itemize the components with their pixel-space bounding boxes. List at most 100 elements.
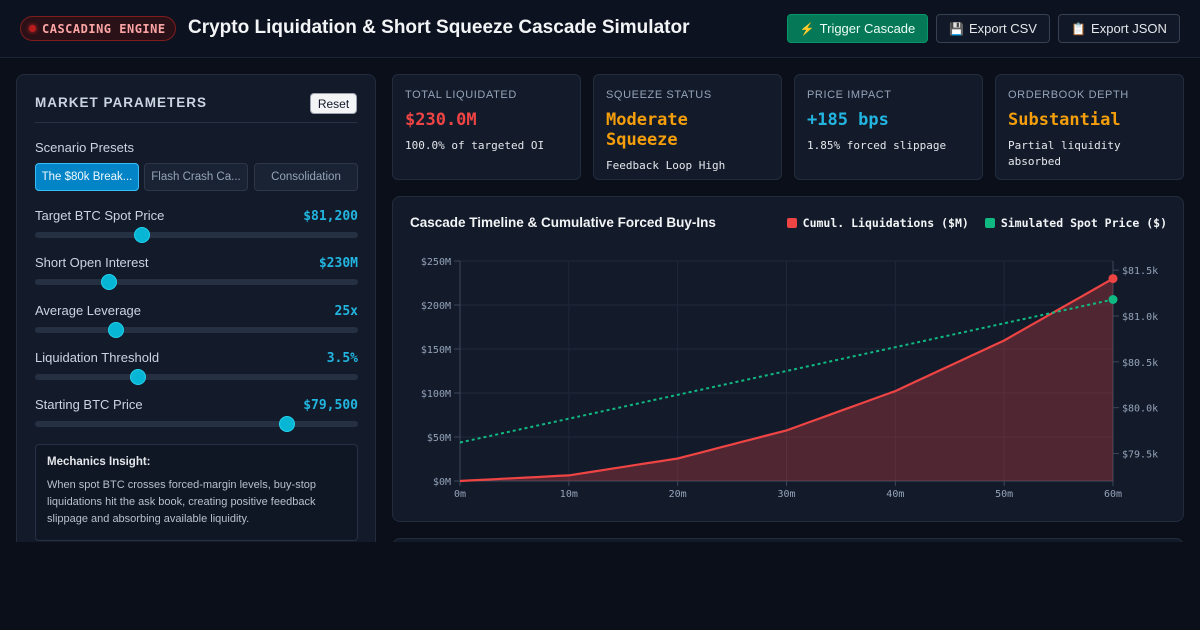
chart-legend: Cumul. Liquidations ($M) Simulated Spot … (771, 216, 1167, 230)
engine-badge: CASCADING ENGINE (20, 16, 176, 41)
slider-track[interactable] (35, 279, 358, 285)
y-left-tick-label: $150M (421, 345, 451, 356)
lightning-icon: ⚡ (799, 21, 815, 36)
liquidations-line (459, 277, 1114, 483)
preset-consolidation[interactable]: Consolidation (254, 163, 358, 191)
liquidations-area (460, 278, 1113, 481)
param-label: Short Open Interest (35, 255, 149, 270)
y-left-tick-label: $0M (433, 477, 451, 488)
slider-track[interactable] (35, 327, 358, 333)
cascade-chart: $0M $50M $100M $150M $200M $250M $79.5k $80.0k $… (421, 257, 1158, 500)
param-value: 3.5% (326, 351, 358, 366)
chart-title: Cascade Timeline & Cumulative Forced Buy… (410, 215, 716, 230)
divider (35, 122, 357, 123)
market-parameters-panel: MARKET PARAMETERS Reset Scenario Presets… (16, 74, 376, 554)
x-tick-label: 0m (454, 489, 466, 500)
legend-label: Simulated Spot Price ($) (1000, 216, 1167, 230)
param-value: $81,200 (303, 209, 358, 224)
y-right-tick-label: $80.0k (1122, 404, 1158, 415)
card-orderbook-depth: ORDERBOOK DEPTH Substantial Partial liqu… (995, 74, 1184, 180)
cascade-chart-card: $0M $50M $100M $150M $200M $250M $79.5k $80.0k $… (392, 196, 1184, 522)
param-target-spot-price: Target BTC Spot Price $81,200 (35, 208, 358, 244)
card-subtext: Feedback Loop High (606, 159, 726, 172)
reset-button[interactable]: Reset (310, 93, 357, 114)
param-label: Average Leverage (35, 303, 142, 318)
slider-thumb[interactable] (107, 322, 124, 338)
y-right-tick-label: $81.5k (1122, 266, 1158, 277)
x-tick-label: 50m (995, 489, 1013, 500)
mechanics-insight-box: Mechanics Insight: When spot BTC crosses… (35, 444, 358, 541)
param-value: $230M (318, 256, 358, 271)
legend-label: Cumul. Liquidations ($M) (802, 216, 969, 230)
card-total-liquidated: TOTAL LIQUIDATED $230.0M 100.0% of targe… (392, 74, 581, 180)
card-value: Substantial (1008, 110, 1121, 130)
engine-badge-label: CASCADING ENGINE (42, 21, 166, 36)
export-csv-button[interactable]: 💾 Export CSV (936, 14, 1050, 43)
preset-label: Flash Crash Ca... (151, 171, 241, 183)
scenario-presets-label: Scenario Presets (35, 140, 134, 155)
preset-label: The $80k Break... (41, 171, 133, 183)
x-tick-label: 30m (777, 489, 795, 500)
app-header: CASCADING ENGINE Crypto Liquidation & Sh… (0, 0, 1200, 58)
card-label: ORDERBOOK DEPTH (1008, 89, 1129, 101)
param-label: Liquidation Threshold (35, 350, 160, 365)
liquidations-end-point (1108, 274, 1118, 284)
y-left-tick-label: $250M (421, 257, 451, 268)
export-json-label: Export JSON (1091, 21, 1167, 36)
floppy-disk-icon: 💾 (949, 21, 965, 36)
param-average-leverage: Average Leverage 25x (35, 303, 358, 339)
slider-thumb[interactable] (278, 416, 295, 432)
slider-thumb[interactable] (101, 274, 118, 290)
card-price-impact: PRICE IMPACT +185 bps 1.85% forced slipp… (794, 74, 983, 180)
preset-flash-crash[interactable]: Flash Crash Ca... (144, 163, 248, 191)
x-tick-label: 20m (669, 489, 687, 500)
card-value: $230.0M (405, 110, 477, 130)
param-value: $79,500 (303, 398, 358, 413)
trigger-cascade-button[interactable]: ⚡ Trigger Cascade (787, 14, 928, 43)
card-label: TOTAL LIQUIDATED (405, 89, 517, 101)
spot-price-end-point (1108, 295, 1118, 304)
clipboard-icon: 📋 (1071, 21, 1087, 36)
status-dot-icon (29, 25, 36, 32)
y-left-tick-label: $50M (427, 433, 451, 444)
card-squeeze-status: SQUEEZE STATUS Moderate Squeeze Feedback… (593, 74, 782, 180)
param-value: 25x (334, 304, 358, 319)
y-left-tick-label: $100M (421, 389, 451, 400)
slider-track[interactable] (35, 232, 358, 238)
legend-swatch (984, 218, 995, 228)
insight-body: When spot BTC crosses forced-margin leve… (47, 479, 316, 525)
card-label: SQUEEZE STATUS (606, 89, 712, 101)
slider-thumb[interactable] (133, 227, 150, 243)
insight-title: Mechanics Insight: (47, 456, 151, 468)
page-background (0, 542, 1200, 630)
y-right-tick-label: $80.5k (1122, 358, 1158, 369)
x-tick-label: 60m (1104, 489, 1122, 500)
legend-item-liquidations: Cumul. Liquidations ($M) (786, 216, 969, 230)
param-short-open-interest: Short Open Interest $230M (35, 255, 358, 291)
card-value: +185 bps (807, 110, 889, 130)
card-subtext: 100.0% of targeted OI (405, 139, 545, 152)
legend-item-spot-price: Simulated Spot Price ($) (984, 216, 1167, 230)
export-json-button[interactable]: 📋 Export JSON (1058, 14, 1180, 43)
preset-80k-breakout[interactable]: The $80k Break... (35, 163, 139, 191)
panel-title: MARKET PARAMETERS (35, 95, 207, 110)
page-title: Crypto Liquidation & Short Squeeze Casca… (188, 17, 690, 38)
trigger-cascade-label: Trigger Cascade (819, 21, 916, 36)
slider-track[interactable] (35, 374, 358, 380)
legend-swatch (786, 218, 797, 228)
export-csv-label: Export CSV (969, 21, 1037, 36)
y-right-tick-label: $79.5k (1122, 450, 1158, 461)
x-tick-label: 10m (560, 489, 578, 500)
param-label: Target BTC Spot Price (35, 208, 165, 223)
card-value: Moderate Squeeze (606, 110, 688, 150)
y-right-tick-label: $81.0k (1122, 312, 1158, 323)
param-liquidation-threshold: Liquidation Threshold 3.5% (35, 350, 358, 386)
preset-label: Consolidation (271, 171, 341, 183)
slider-track[interactable] (35, 421, 358, 427)
card-subtext: Partial liquidity absorbed (1008, 139, 1121, 168)
card-label: PRICE IMPACT (807, 89, 892, 101)
param-label: Starting BTC Price (35, 397, 143, 412)
slider-thumb[interactable] (130, 369, 147, 385)
x-tick-label: 40m (886, 489, 904, 500)
y-left-tick-label: $200M (421, 301, 451, 312)
